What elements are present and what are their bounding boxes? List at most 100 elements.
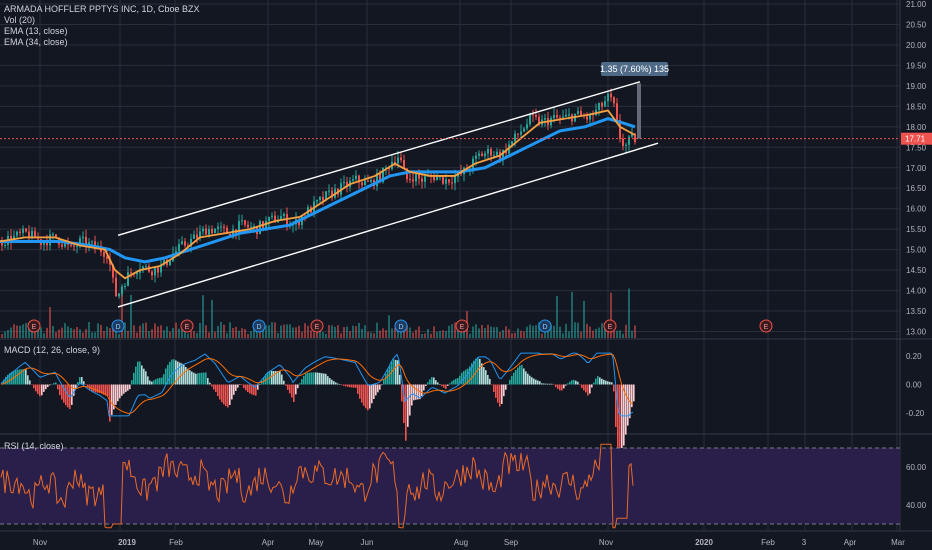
candle-body xyxy=(475,155,477,159)
candle-body xyxy=(442,176,444,184)
volume-bar xyxy=(232,327,234,338)
price-axis-label: 17.00 xyxy=(906,164,927,173)
macd-histogram-bar xyxy=(41,384,43,396)
volume-bar xyxy=(217,325,219,338)
macd-histogram-bar xyxy=(353,384,355,388)
macd-histogram-bar xyxy=(417,384,419,400)
macd-histogram-bar xyxy=(221,384,223,403)
rsi-title[interactable]: RSI (14, close) xyxy=(4,441,64,451)
macd-histogram-bar xyxy=(439,384,441,385)
ema-slow-legend[interactable]: EMA (34, close) xyxy=(4,37,68,47)
volume-bar xyxy=(196,333,198,338)
candle-body xyxy=(157,266,159,273)
volume-bar xyxy=(490,326,492,338)
candle-body xyxy=(16,231,18,236)
ema-fast-legend[interactable]: EMA (13, close) xyxy=(4,26,68,36)
volume-bar xyxy=(10,327,12,338)
volume-bar xyxy=(547,327,549,338)
volume-bar xyxy=(628,288,630,338)
candle-body xyxy=(316,199,318,202)
rsi-axis-label: 60.00 xyxy=(906,463,927,472)
volume-bar xyxy=(607,329,609,338)
volume-bar xyxy=(22,324,24,338)
macd-histogram-bar xyxy=(159,377,161,385)
macd-histogram-bar xyxy=(233,384,235,395)
candle-body xyxy=(421,178,423,182)
macd-histogram-bar xyxy=(615,384,617,427)
macd-histogram-bar xyxy=(549,383,551,385)
macd-histogram-bar xyxy=(81,377,83,385)
event-marker-label: E xyxy=(460,324,465,331)
event-marker-dividend xyxy=(538,319,552,333)
event-marker-dividend xyxy=(394,319,408,333)
macd-histogram-bar xyxy=(587,384,589,396)
macd-histogram-bar xyxy=(507,384,509,385)
price-axis-label: 17.50 xyxy=(906,143,927,152)
volume-bar xyxy=(520,330,522,338)
macd-histogram-bar xyxy=(581,384,583,388)
candle-body xyxy=(79,238,81,246)
macd-histogram-bar xyxy=(131,380,133,385)
time-axis-label: Feb xyxy=(169,538,183,547)
volume-legend[interactable]: Vol (20) xyxy=(4,15,36,25)
macd-histogram-bar xyxy=(309,372,311,385)
macd-histogram-bar xyxy=(295,384,297,395)
candle-body xyxy=(160,264,162,273)
event-marker-earnings xyxy=(455,319,469,333)
macd-histogram-bar xyxy=(11,371,13,385)
candle-body xyxy=(82,236,84,239)
volume-bar xyxy=(61,327,63,338)
volume-bar xyxy=(40,327,42,338)
candle-body xyxy=(211,228,213,234)
ema-13-line xyxy=(0,109,636,280)
candle-body xyxy=(91,241,93,243)
macd-histogram-bar xyxy=(365,384,367,409)
macd-histogram-bar xyxy=(271,370,273,385)
candle-body xyxy=(49,234,51,246)
candle-body xyxy=(205,228,207,235)
price-axis-label: 13.00 xyxy=(906,328,927,337)
volume-bar xyxy=(391,328,393,338)
macd-histogram-bar xyxy=(51,384,53,385)
macd-histogram-bar xyxy=(23,369,25,385)
macd-histogram-bar xyxy=(145,371,147,385)
symbol-title[interactable]: ARMADA HOFFLER PPTYS INC, 1D, Cboe BZX xyxy=(4,4,200,14)
time-axis-label: Aug xyxy=(454,538,468,547)
macd-histogram-bar xyxy=(123,384,125,394)
macd-histogram-bar xyxy=(421,384,423,396)
rsi-legend: RSI (14, close) xyxy=(4,441,64,452)
volume-bar xyxy=(508,329,510,338)
macd-histogram-bar xyxy=(523,368,525,385)
macd-histogram-bar xyxy=(447,384,449,386)
volume-bar xyxy=(253,324,255,338)
candle-body xyxy=(64,242,66,247)
macd-histogram-bar xyxy=(539,381,541,385)
volume-bar xyxy=(13,324,15,338)
candle-body xyxy=(127,272,129,286)
candle-body xyxy=(250,226,252,228)
macd-histogram-bar xyxy=(609,381,611,385)
macd-histogram-bar xyxy=(287,384,289,390)
volume-bar xyxy=(97,323,99,338)
candle-body xyxy=(631,133,633,137)
price-axis-label: 14.00 xyxy=(906,287,927,296)
volume-bar xyxy=(433,326,435,338)
macd-title[interactable]: MACD (12, 26, close, 9) xyxy=(4,345,101,355)
macd-histogram-bar xyxy=(101,384,103,394)
volume-bar xyxy=(76,326,78,338)
macd-histogram-bar xyxy=(525,371,527,385)
candle-body xyxy=(112,264,114,278)
candle-body xyxy=(610,93,612,98)
macd-histogram-bar xyxy=(505,384,507,390)
volume-bar xyxy=(37,328,39,338)
time-axis-label: Nov xyxy=(33,538,47,547)
macd-histogram-bar xyxy=(511,375,513,385)
volume-bar xyxy=(298,325,300,338)
candle-body xyxy=(445,179,447,184)
candle-body xyxy=(178,244,180,252)
main-legend: ARMADA HOFFLER PPTYS INC, 1D, Cboe BZX V… xyxy=(4,4,200,48)
event-marker-label: E xyxy=(32,324,37,331)
macd-histogram-bar xyxy=(63,384,65,403)
volume-bar xyxy=(136,332,138,338)
